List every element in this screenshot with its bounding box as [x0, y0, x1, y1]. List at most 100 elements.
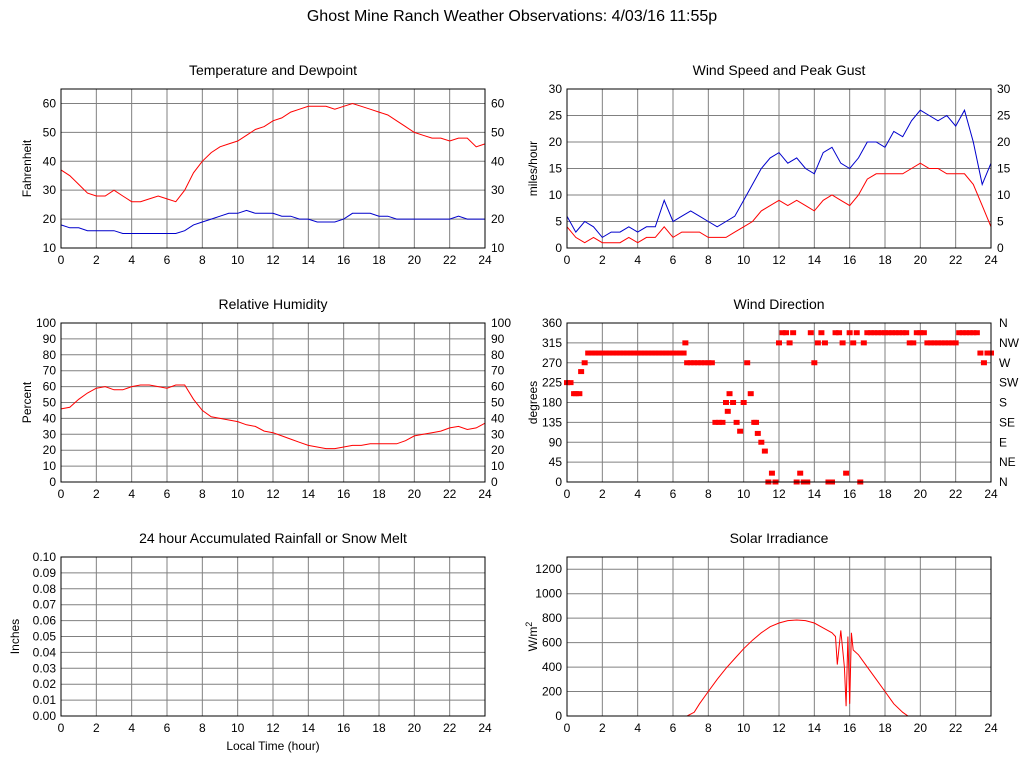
y-tick-label: 0.04	[33, 645, 57, 659]
right-tick-label: 50	[491, 125, 505, 139]
y-tick-label: 5	[555, 215, 562, 229]
data-point	[977, 350, 984, 356]
data-point	[599, 350, 606, 356]
x-tick-label: 22	[949, 487, 963, 501]
y-tick-label: 40	[43, 154, 57, 168]
x-tick-label: 14	[302, 721, 316, 735]
data-point	[753, 419, 760, 425]
x-tick-label: 22	[949, 721, 963, 735]
x-tick-label: 10	[737, 487, 751, 501]
right-tick-label: 0	[491, 475, 498, 489]
x-axis-label: Local Time (hour)	[226, 739, 319, 753]
data-point	[952, 340, 959, 346]
x-tick-label: 10	[231, 721, 245, 735]
y-tick-label: 20	[43, 212, 57, 226]
data-point	[715, 419, 722, 425]
data-point	[641, 350, 648, 356]
compass-label: E	[999, 435, 1007, 449]
data-point	[638, 350, 645, 356]
y-tick-label: 90	[43, 332, 57, 346]
data-point	[892, 330, 899, 336]
y-tick-label: 45	[549, 455, 563, 469]
plot-frame	[60, 322, 486, 483]
x-tick-label: 12	[266, 487, 280, 501]
right-tick-label: 90	[491, 332, 505, 346]
right-tick-label: 0	[997, 241, 1004, 255]
compass-label: SE	[999, 415, 1015, 429]
right-tick-label: 30	[491, 427, 505, 441]
y-tick-label: 20	[549, 135, 563, 149]
x-tick-label: 24	[478, 721, 492, 735]
data-point	[609, 350, 616, 356]
data-point	[585, 350, 592, 356]
x-tick-label: 6	[164, 253, 171, 267]
right-tick-label: 10	[491, 241, 505, 255]
x-tick-label: 16	[337, 721, 351, 735]
x-tick-label: 0	[564, 487, 571, 501]
compass-label: NW	[999, 336, 1020, 350]
data-point	[913, 330, 920, 336]
x-tick-label: 0	[564, 721, 571, 735]
x-tick-label: 22	[443, 487, 457, 501]
y-axis-label: Inches	[8, 619, 22, 654]
data-point	[973, 330, 980, 336]
data-point	[708, 360, 715, 366]
right-tick-label: 80	[491, 348, 505, 362]
x-tick-label: 4	[128, 487, 135, 501]
data-point	[662, 350, 669, 356]
plot-frame	[566, 88, 992, 249]
right-tick-label: 15	[997, 162, 1011, 176]
data-point	[853, 330, 860, 336]
data-point	[910, 340, 917, 346]
data-point	[783, 330, 790, 336]
x-tick-label: 24	[984, 487, 998, 501]
y-tick-label: 600	[542, 636, 562, 650]
x-tick-label: 22	[949, 253, 963, 267]
data-point	[758, 439, 765, 445]
data-point	[945, 340, 952, 346]
x-tick-label: 16	[337, 487, 351, 501]
x-tick-label: 6	[670, 721, 677, 735]
right-tick-label: 50	[491, 396, 505, 410]
data-point	[807, 330, 814, 336]
compass-label: SW	[999, 376, 1019, 390]
data-point	[843, 470, 850, 476]
x-tick-label: 20	[914, 253, 928, 267]
x-tick-label: 4	[128, 253, 135, 267]
data-point	[966, 330, 973, 336]
y-tick-label: 400	[542, 660, 562, 674]
chart-title: 24 hour Accumulated Rainfall or Snow Mel…	[139, 530, 407, 546]
data-point	[836, 330, 843, 336]
chart-title: Wind Speed and Peak Gust	[693, 62, 866, 78]
x-tick-label: 20	[408, 487, 422, 501]
data-point	[617, 350, 623, 356]
y-tick-label: 0.01	[33, 693, 57, 707]
x-tick-label: 24	[478, 487, 492, 501]
y-tick-label: 315	[542, 336, 562, 350]
y-axis-label: miles/hour	[526, 141, 540, 196]
data-point	[691, 360, 698, 366]
data-point	[677, 350, 684, 356]
data-point	[878, 330, 885, 336]
data-point	[980, 360, 987, 366]
y-tick-label: 15	[549, 162, 563, 176]
series-line-2	[60, 209, 485, 234]
x-tick-label: 12	[772, 487, 786, 501]
y-tick-label: 10	[43, 241, 57, 255]
x-tick-label: 14	[302, 487, 316, 501]
data-point	[627, 350, 634, 356]
y-tick-label: 70	[43, 364, 57, 378]
x-tick-label: 18	[878, 721, 892, 735]
y-tick-label: 270	[542, 356, 562, 370]
series-line-1	[566, 108, 992, 239]
y-tick-label: 60	[43, 380, 57, 394]
data-point	[776, 340, 782, 346]
y-tick-label: 10	[549, 188, 563, 202]
x-tick-label: 8	[705, 487, 712, 501]
data-point	[740, 400, 747, 405]
data-point	[779, 330, 786, 336]
data-point	[874, 330, 881, 336]
y-tick-label: 30	[43, 183, 57, 197]
x-tick-label: 4	[634, 721, 641, 735]
data-point	[963, 330, 970, 336]
